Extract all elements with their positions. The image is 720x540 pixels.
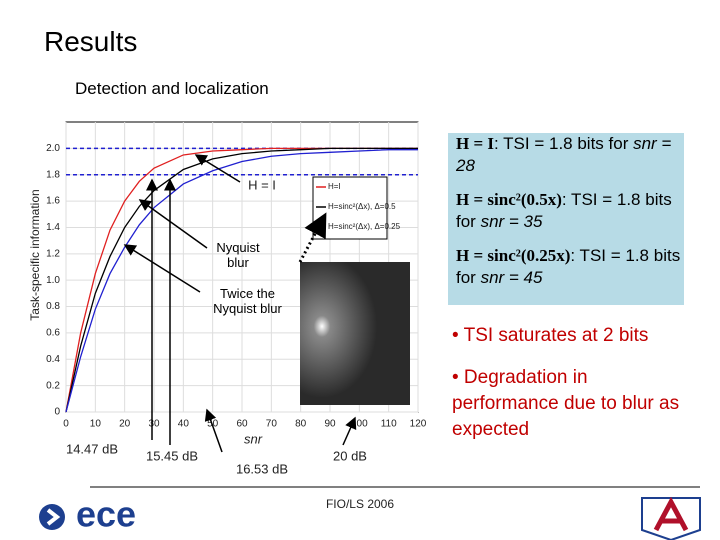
x-tick-label: 70	[266, 419, 278, 430]
arrow	[204, 408, 223, 453]
arrow	[298, 212, 327, 263]
y-tick-label: 0.8	[46, 301, 60, 312]
logo-mark	[39, 504, 65, 530]
y-tick-label: 1.4	[46, 222, 60, 233]
arrow	[123, 244, 201, 293]
y-tick-label: 0.6	[46, 328, 60, 339]
x-axis-label: snr	[244, 431, 263, 446]
x-tick-label: 10	[90, 419, 102, 430]
y-tick-label: 0	[54, 407, 60, 418]
series-line	[65, 149, 418, 413]
box-text: : TSI = 1.8 bits for	[456, 246, 681, 287]
y-tick-label: 2.0	[46, 143, 60, 154]
box-text: snr = 45	[480, 268, 543, 287]
x-tick-label: 60	[236, 419, 248, 430]
legend-label: H=sinc²(Δx), Δ=0.5	[328, 202, 396, 211]
x-tick-label: 40	[178, 419, 190, 430]
x-tick-label: 30	[148, 419, 160, 430]
footer-credit: FIO/LS 2006	[326, 497, 394, 511]
y-tick-label: 1.2	[46, 248, 60, 259]
arrow	[342, 416, 357, 446]
annotation: H = I	[248, 177, 276, 192]
x-tick-label: 80	[295, 419, 307, 430]
slide-subtitle: Detection and localization	[75, 79, 269, 98]
box-text: : TSI = 1.8 bits for	[494, 134, 634, 153]
legend-label: H=I	[328, 182, 341, 191]
y-tick-label: 0.4	[46, 354, 60, 365]
x-tick-label: 0	[63, 419, 69, 430]
box-text: snr = 28	[456, 134, 672, 175]
annotation: 14.47 dB	[66, 441, 118, 456]
logo-mark	[46, 508, 61, 526]
box-text: snr = 35	[480, 212, 543, 231]
x-tick-label: 110	[381, 419, 397, 430]
annotation: Nyquist blur	[216, 240, 260, 270]
annotation: 15.45 dB	[146, 448, 198, 463]
bullet: • TSI saturates at 2 bits	[452, 325, 649, 346]
summary-box: H = I: TSI = 1.8 bits for snr = 28 H = si…	[448, 133, 684, 305]
bullet: • Degradation in performance due to blur…	[452, 367, 680, 440]
slide-title: Results	[44, 26, 138, 57]
annotation: Twice the Nyquist blur	[213, 286, 282, 316]
arrow	[138, 199, 208, 249]
box-text: H = sinc²(0.5x)	[456, 190, 562, 209]
y-tick-label: 1.8	[46, 169, 60, 180]
box-line: H = sinc²(0.25x): TSI = 1.8 bits for snr…	[456, 245, 684, 289]
box-text: : TSI = 1.8 bits for	[456, 190, 672, 231]
box-line: H = I: TSI = 1.8 bits for snr = 28	[456, 133, 684, 177]
x-tick-label: 20	[119, 419, 131, 430]
y-tick-label: 0.2	[46, 380, 60, 391]
footer-logo: ece	[76, 494, 136, 535]
y-tick-label: 1.0	[46, 275, 60, 286]
y-axis-label: Task-specific information	[28, 189, 42, 320]
x-tick-label: 100	[351, 419, 368, 430]
y-tick-label: 1.6	[46, 196, 60, 207]
box-text: H = I	[456, 134, 495, 153]
annotation: 16.53 dB	[236, 461, 288, 476]
legend-label: H=sinc²(Δx), Δ=0.25	[328, 222, 401, 231]
x-tick-label: 90	[324, 419, 336, 430]
x-tick-label: 120	[410, 419, 427, 430]
arrow	[194, 154, 241, 183]
box-text: H = sinc²(0.25x)	[456, 246, 571, 265]
image-inset	[300, 262, 410, 405]
x-tick-label: 50	[207, 419, 219, 430]
university-logo	[653, 496, 689, 532]
annotation: 20 dB	[333, 448, 367, 463]
box-line: H = sinc²(0.5x): TSI = 1.8 bits for snr …	[456, 189, 684, 233]
